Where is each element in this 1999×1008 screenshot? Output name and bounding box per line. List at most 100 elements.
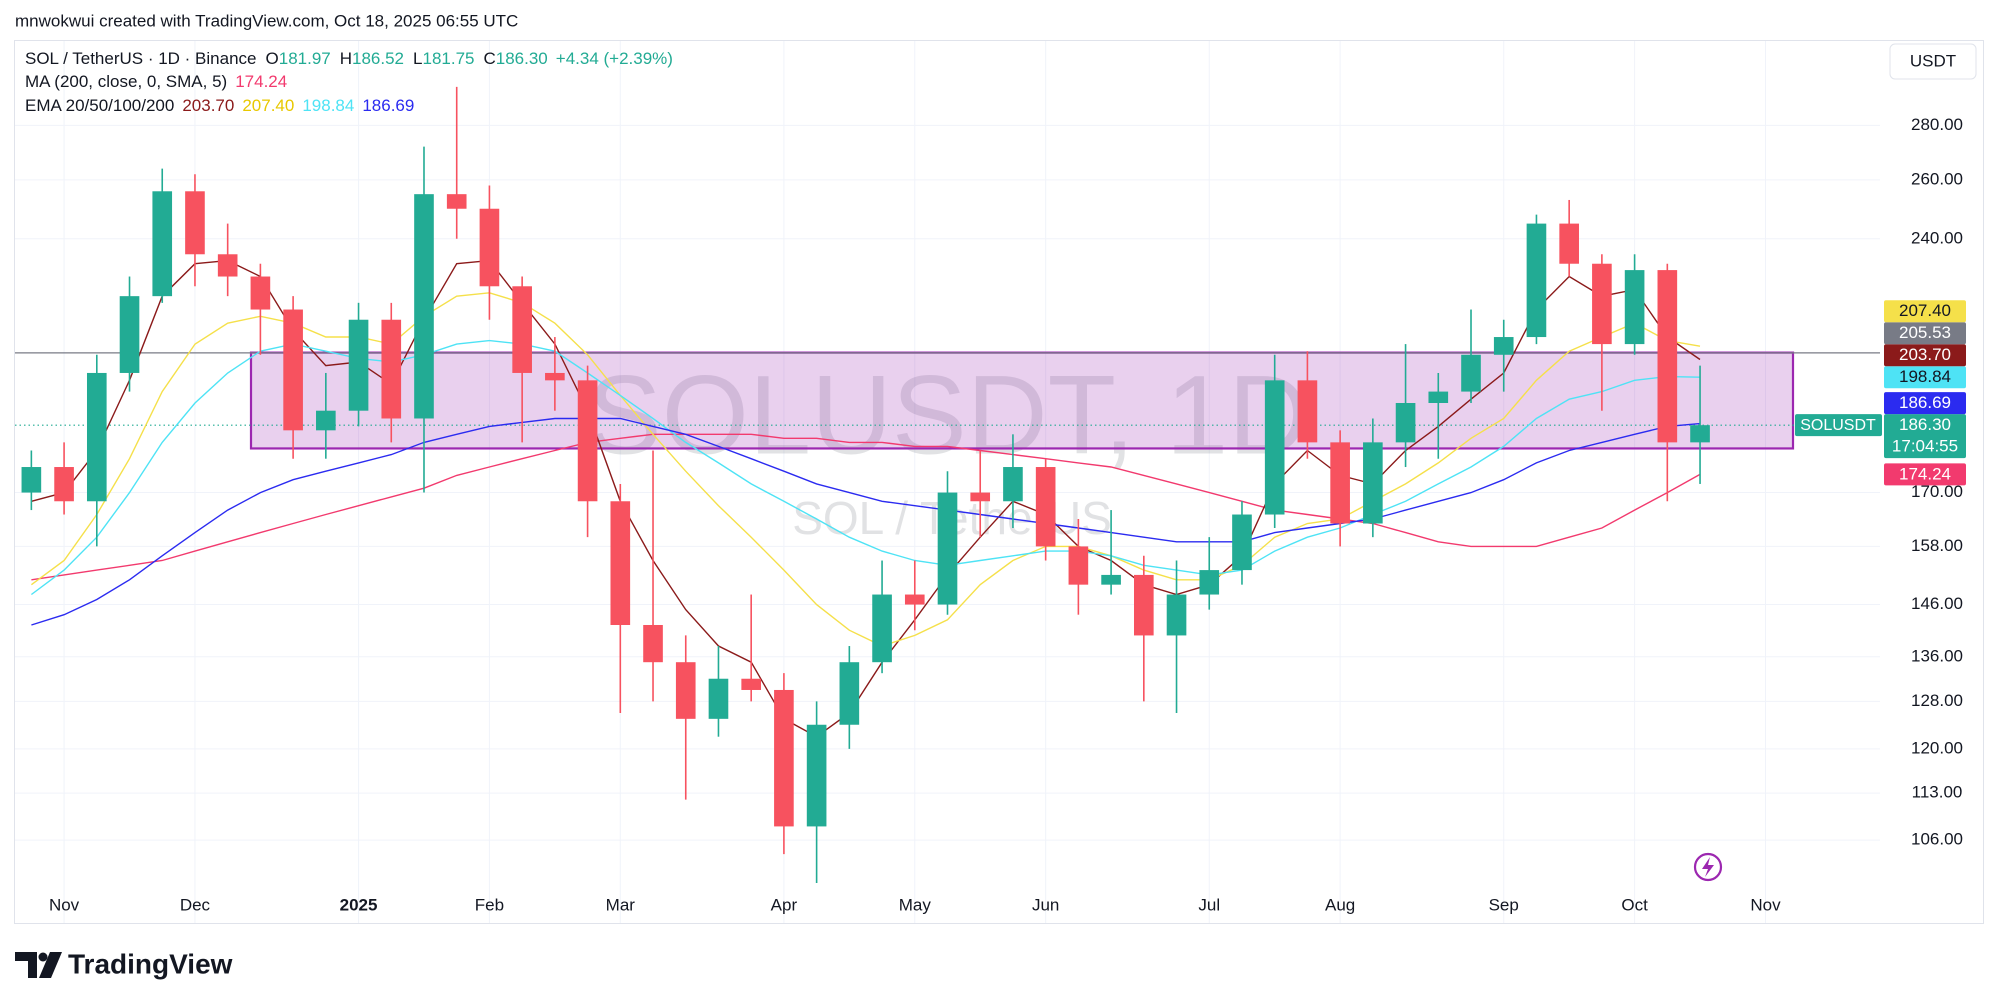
candle-body: [1559, 223, 1579, 264]
price-tag-label: 203.70: [1899, 345, 1951, 364]
candle-body: [904, 594, 925, 605]
candle-body: [414, 194, 434, 419]
x-tick-label: Nov: [49, 895, 80, 914]
candle-body: [872, 594, 892, 663]
x-tick-label: 2025: [340, 895, 378, 914]
candle-body: [316, 410, 336, 431]
symbol-tag: [1795, 414, 1882, 437]
candle-body: [1035, 467, 1056, 547]
price-tag: [1884, 366, 1966, 389]
legend-indicator: EMA 20/50/100/200: [25, 96, 174, 115]
legend-key: O: [266, 49, 279, 68]
x-tick-label: Jun: [1032, 895, 1059, 914]
candle-body: [152, 191, 173, 297]
legend-row: EMA 20/50/100/200 203.70 207.40 198.84 186.6…: [25, 96, 414, 115]
candle-body: [1428, 391, 1449, 403]
candle-body: [283, 309, 303, 431]
price-tag-label: 174.24: [1899, 464, 1951, 483]
candle-body: [479, 208, 500, 287]
symbol-tag-label: SOLUSDT: [1800, 417, 1876, 434]
footer-logo: [15, 952, 62, 978]
candle-body: [348, 319, 369, 411]
logo-mark: [15, 952, 37, 978]
price-tag: [1884, 392, 1966, 415]
candle-body: [217, 254, 238, 277]
legend-title: SOL / TetherUS · 1D · Binance: [25, 49, 257, 68]
price-tag: [1884, 344, 1966, 367]
candle-body: [185, 191, 205, 255]
y-tick-label: 280.00: [1911, 115, 1963, 134]
y-tick-label: 128.00: [1911, 691, 1963, 710]
candle-body: [250, 276, 271, 310]
candle-body: [1592, 263, 1612, 345]
candle-body: [381, 319, 402, 419]
candle-body: [446, 194, 467, 209]
candle-body: [1526, 223, 1547, 338]
candle-body: [545, 372, 565, 381]
legend-key: H: [340, 49, 352, 68]
legend-value: 174.24: [235, 72, 287, 91]
candle-body: [610, 501, 631, 625]
y-tick-label: 106.00: [1911, 830, 1963, 849]
alert-icon[interactable]: [1693, 852, 1723, 882]
legend-value: 186.69: [362, 96, 414, 115]
price-tag: [1884, 463, 1966, 486]
alert-bolt[interactable]: [1702, 857, 1714, 877]
x-tick-label: Mar: [606, 895, 636, 914]
candle-body: [708, 678, 729, 719]
price-tag-label: 186.69: [1899, 393, 1951, 412]
price-tag: [1884, 414, 1966, 459]
x-tick-label: Sep: [1489, 895, 1519, 914]
candle-body: [643, 624, 663, 663]
candle-body: [119, 296, 140, 373]
chart-frame: [14, 40, 1984, 924]
candle-body: [937, 492, 958, 605]
legend-indicator: MA (200, close, 0, SMA, 5): [25, 72, 227, 91]
price-tag-label: 198.84: [1899, 367, 1951, 386]
candle-body: [1690, 425, 1710, 443]
x-tick-label: Apr: [771, 895, 798, 914]
y-tick-label: 170.00: [1911, 482, 1963, 501]
y-tick-label: 146.00: [1911, 594, 1963, 613]
candle-body: [1395, 402, 1416, 443]
watermark-symbol: SOLUSDT, 1D: [587, 353, 1309, 478]
x-tick-label: Jul: [1198, 895, 1220, 914]
candle-body: [1101, 574, 1121, 585]
candle-body: [1166, 594, 1187, 636]
legend-change: +4.34 (+2.39%): [556, 49, 673, 68]
x-tick-label: Dec: [180, 895, 211, 914]
legend-key: L: [413, 49, 422, 68]
legend-value: 203.70: [182, 96, 234, 115]
price-tag: [1884, 322, 1966, 345]
x-tick-label: Nov: [1750, 895, 1781, 914]
header-text: mnwokwui created with TradingView.com, O…: [15, 11, 518, 30]
y-tick-label: 136.00: [1911, 646, 1963, 665]
price-tag: [1884, 300, 1966, 323]
indicator-line: [31, 417, 1701, 626]
candle-body: [1264, 380, 1285, 515]
y-tick-label: 158.00: [1911, 536, 1963, 555]
x-tick-label: May: [899, 895, 932, 914]
legend-value: 181.75: [422, 49, 474, 68]
logo-dot: [38, 952, 48, 962]
zone-box: [249, 351, 1795, 450]
currency-label[interactable]: USDT: [1910, 51, 1956, 70]
indicator-line: [31, 433, 1701, 581]
indicator-line: [30, 292, 1701, 647]
logo-slash: [39, 952, 62, 978]
currency-button[interactable]: [1889, 43, 1977, 80]
candle-body: [86, 372, 107, 502]
candle-body: [54, 467, 74, 502]
candle-body: [1003, 467, 1023, 502]
x-tick-label: Feb: [475, 895, 504, 914]
candle-body: [970, 492, 991, 502]
alert-circle[interactable]: [1693, 852, 1723, 882]
candle-body: [1657, 270, 1678, 443]
legend-row: MA (200, close, 0, SMA, 5) 174.24: [25, 72, 287, 91]
candle-body: [1330, 442, 1350, 524]
candle-body: [577, 380, 598, 502]
legend-value: 198.84: [302, 96, 354, 115]
price-tag-label: 205.53: [1899, 323, 1951, 342]
